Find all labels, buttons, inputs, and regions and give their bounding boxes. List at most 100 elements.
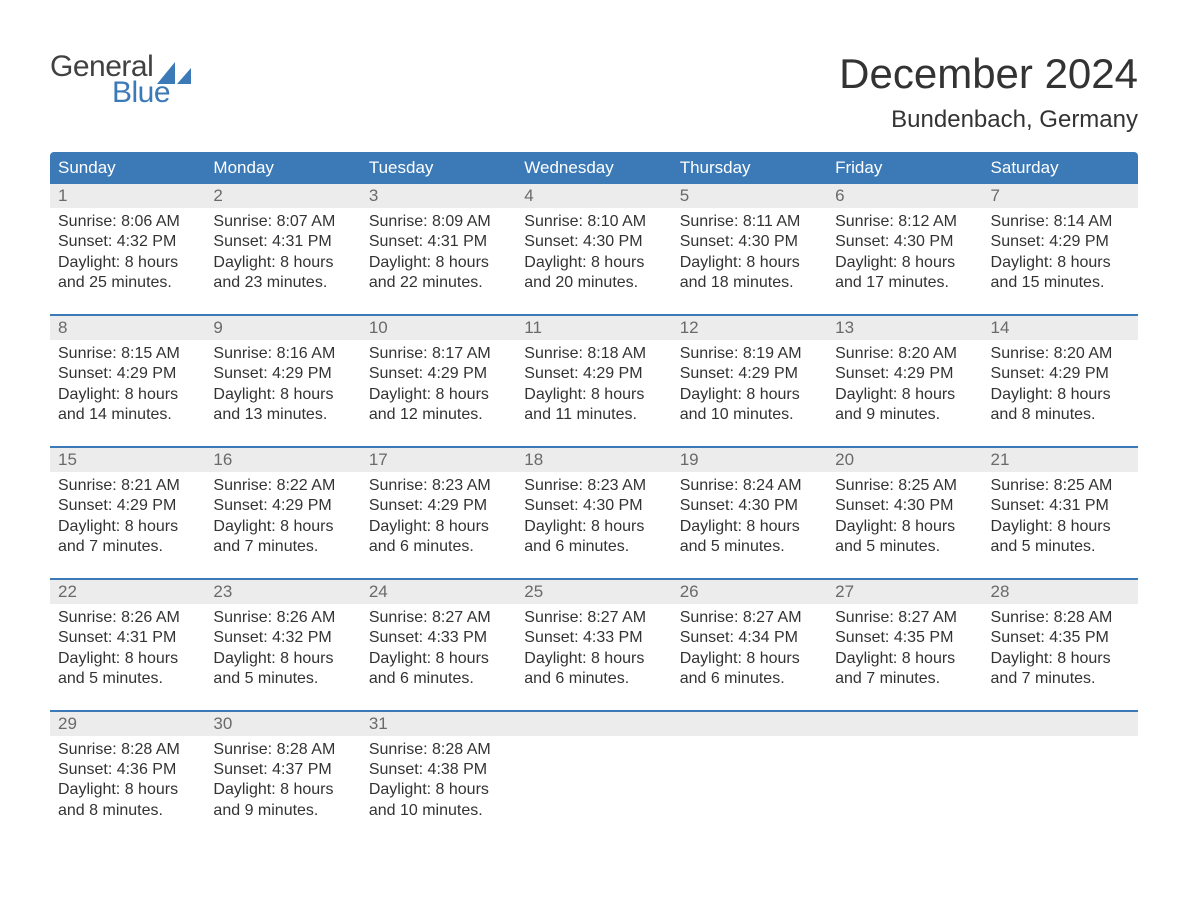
daylight-text: and 10 minutes. xyxy=(369,801,508,821)
day-number: 26 xyxy=(672,580,827,604)
daylight-text: Daylight: 8 hours xyxy=(991,649,1130,669)
day-content-row: Sunrise: 8:21 AM Sunset: 4:29 PM Daylight:… xyxy=(50,472,1138,558)
calendar: Sunday Monday Tuesday Wednesday Thursday… xyxy=(50,152,1138,821)
weekday-header: Friday xyxy=(827,152,982,184)
sunset-text: Sunset: 4:29 PM xyxy=(991,364,1130,384)
sunset-text: Sunset: 4:31 PM xyxy=(369,232,508,252)
day-number: 29 xyxy=(50,712,205,736)
daylight-text: and 5 minutes. xyxy=(680,537,819,557)
daylight-text: Daylight: 8 hours xyxy=(835,253,974,273)
daylight-text: and 22 minutes. xyxy=(369,273,508,293)
sunrise-text: Sunrise: 8:12 AM xyxy=(835,212,974,232)
day-number: 11 xyxy=(516,316,671,340)
day-number: 3 xyxy=(361,184,516,208)
sunrise-text: Sunrise: 8:15 AM xyxy=(58,344,197,364)
day-cell: Sunrise: 8:28 AMSunset: 4:36 PMDaylight:… xyxy=(50,736,205,822)
sunrise-text: Sunrise: 8:23 AM xyxy=(369,476,508,496)
daylight-text: Daylight: 8 hours xyxy=(213,780,352,800)
day-number: 13 xyxy=(827,316,982,340)
day-number: 22 xyxy=(50,580,205,604)
sunset-text: Sunset: 4:29 PM xyxy=(58,364,197,384)
day-number: 2 xyxy=(205,184,360,208)
day-cell: Sunrise: 8:12 AMSunset: 4:30 PMDaylight:… xyxy=(827,208,982,294)
daylight-text: and 9 minutes. xyxy=(835,405,974,425)
daylight-text: and 6 minutes. xyxy=(369,669,508,689)
sunrise-text: Sunrise: 8:14 AM xyxy=(991,212,1130,232)
sunset-text: Sunset: 4:34 PM xyxy=(680,628,819,648)
day-cell: Sunrise: 8:07 AMSunset: 4:31 PMDaylight:… xyxy=(205,208,360,294)
sunrise-text: Sunrise: 8:07 AM xyxy=(213,212,352,232)
sunset-text: Sunset: 4:30 PM xyxy=(524,232,663,252)
day-number: 8 xyxy=(50,316,205,340)
daylight-text: and 6 minutes. xyxy=(369,537,508,557)
daylight-text: Daylight: 8 hours xyxy=(58,649,197,669)
daylight-text: Daylight: 8 hours xyxy=(835,517,974,537)
day-cell: Sunrise: 8:09 AMSunset: 4:31 PMDaylight:… xyxy=(361,208,516,294)
day-cell: Sunrise: 8:25 AMSunset: 4:30 PMDaylight:… xyxy=(827,472,982,558)
daylight-text: and 8 minutes. xyxy=(991,405,1130,425)
month-title: December 2024 xyxy=(839,50,1138,98)
day-number: 18 xyxy=(516,448,671,472)
daylight-text: and 7 minutes. xyxy=(213,537,352,557)
day-cell: Sunrise: 8:20 AMSunset: 4:29 PMDaylight:… xyxy=(983,340,1138,426)
weekday-header: Saturday xyxy=(983,152,1138,184)
daylight-text: Daylight: 8 hours xyxy=(58,253,197,273)
daylight-text: Daylight: 8 hours xyxy=(524,385,663,405)
day-cell: Sunrise: 8:27 AMSunset: 4:33 PMDaylight:… xyxy=(361,604,516,690)
logo-word-blue: Blue xyxy=(112,76,191,110)
daylight-text: and 8 minutes. xyxy=(58,801,197,821)
day-number: 21 xyxy=(983,448,1138,472)
daylight-text: and 13 minutes. xyxy=(213,405,352,425)
day-cell: Sunrise: 8:28 AMSunset: 4:37 PMDaylight:… xyxy=(205,736,360,822)
day-number: 28 xyxy=(983,580,1138,604)
daylight-text: Daylight: 8 hours xyxy=(680,385,819,405)
day-number: 31 xyxy=(361,712,516,736)
sunrise-text: Sunrise: 8:27 AM xyxy=(369,608,508,628)
weekday-header: Sunday xyxy=(50,152,205,184)
day-cell: Sunrise: 8:28 AMSunset: 4:38 PMDaylight:… xyxy=(361,736,516,822)
day-cell: Sunrise: 8:15 AMSunset: 4:29 PMDaylight:… xyxy=(50,340,205,426)
daylight-text: Daylight: 8 hours xyxy=(369,253,508,273)
day-cell: Sunrise: 8:22 AMSunset: 4:29 PMDaylight:… xyxy=(205,472,360,558)
sunset-text: Sunset: 4:33 PM xyxy=(524,628,663,648)
day-number: 1 xyxy=(50,184,205,208)
daylight-text: Daylight: 8 hours xyxy=(58,780,197,800)
sunset-text: Sunset: 4:36 PM xyxy=(58,760,197,780)
location: Bundenbach, Germany xyxy=(839,106,1138,134)
daylight-text: and 17 minutes. xyxy=(835,273,974,293)
day-number-row: 891011121314 xyxy=(50,316,1138,340)
day-cell: Sunrise: 8:27 AMSunset: 4:33 PMDaylight:… xyxy=(516,604,671,690)
sunset-text: Sunset: 4:29 PM xyxy=(991,232,1130,252)
daylight-text: and 9 minutes. xyxy=(213,801,352,821)
sunrise-text: Sunrise: 8:21 AM xyxy=(58,476,197,496)
day-number-row: 22232425262728 xyxy=(50,580,1138,604)
sunrise-text: Sunrise: 8:20 AM xyxy=(991,344,1130,364)
sunrise-text: Sunrise: 8:28 AM xyxy=(991,608,1130,628)
day-number-row: 293031 xyxy=(50,712,1138,736)
sunset-text: Sunset: 4:29 PM xyxy=(213,496,352,516)
daylight-text: Daylight: 8 hours xyxy=(524,649,663,669)
day-cell: Sunrise: 8:14 AMSunset: 4:29 PMDaylight:… xyxy=(983,208,1138,294)
day-number: 15 xyxy=(50,448,205,472)
calendar-week: 15161718192021Sunrise: 8:21 AMSunset: 4:… xyxy=(50,446,1138,558)
daylight-text: Daylight: 8 hours xyxy=(369,517,508,537)
sunrise-text: Sunrise: 8:26 AM xyxy=(213,608,352,628)
daylight-text: Daylight: 8 hours xyxy=(680,649,819,669)
sunrise-text: Sunrise: 8:24 AM xyxy=(680,476,819,496)
sunset-text: Sunset: 4:33 PM xyxy=(369,628,508,648)
daylight-text: Daylight: 8 hours xyxy=(369,385,508,405)
daylight-text: and 10 minutes. xyxy=(680,405,819,425)
day-number: 9 xyxy=(205,316,360,340)
day-cell: Sunrise: 8:25 AMSunset: 4:31 PMDaylight:… xyxy=(983,472,1138,558)
daylight-text: Daylight: 8 hours xyxy=(680,517,819,537)
day-cell: Sunrise: 8:26 AMSunset: 4:32 PMDaylight:… xyxy=(205,604,360,690)
sunset-text: Sunset: 4:29 PM xyxy=(524,364,663,384)
day-number: 10 xyxy=(361,316,516,340)
sunset-text: Sunset: 4:29 PM xyxy=(835,364,974,384)
calendar-week: 1234567Sunrise: 8:06 AMSunset: 4:32 PMDa… xyxy=(50,184,1138,294)
day-cell: Sunrise: 8:23 AMSunset: 4:30 PMDaylight:… xyxy=(516,472,671,558)
daylight-text: and 12 minutes. xyxy=(369,405,508,425)
day-cell: Sunrise: 8:11 AMSunset: 4:30 PMDaylight:… xyxy=(672,208,827,294)
day-cell: Sunrise: 8:27 AMSunset: 4:35 PMDaylight:… xyxy=(827,604,982,690)
day-cell xyxy=(827,736,982,822)
